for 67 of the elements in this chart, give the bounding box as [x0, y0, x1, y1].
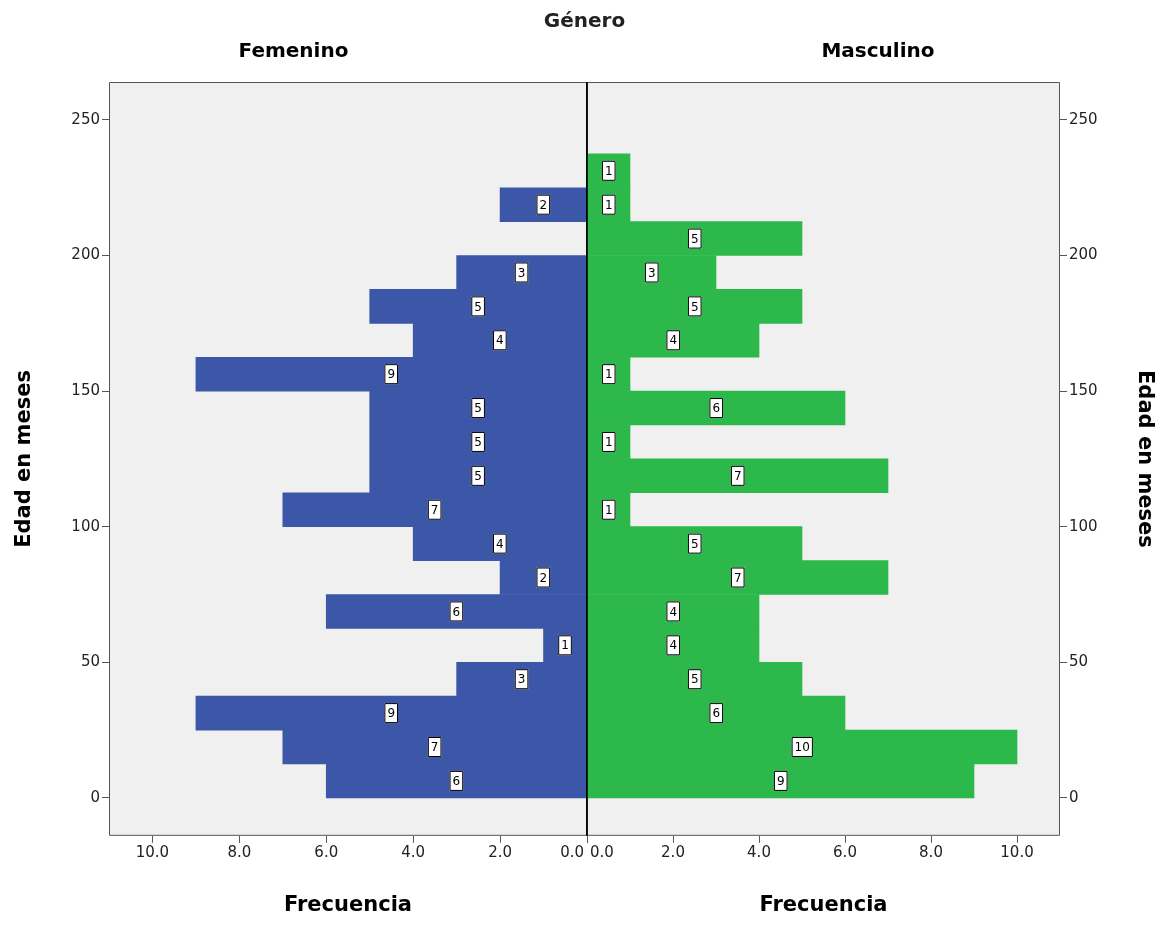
data-label: 4 — [496, 333, 504, 348]
y-tick-label: 50 — [1069, 652, 1089, 671]
x-tick-label: 6.0 — [833, 843, 857, 862]
data-label: 5 — [474, 401, 482, 416]
x-tick-label: 6.0 — [314, 843, 339, 862]
y-tick-label: 50 — [80, 652, 100, 671]
x-tick-label: 8.0 — [919, 843, 943, 862]
data-label: 5 — [474, 435, 482, 450]
data-label: 9 — [387, 367, 396, 382]
data-label: 1 — [604, 367, 613, 382]
data-label: 2 — [539, 570, 548, 585]
x-tick-label: 10.0 — [135, 843, 170, 862]
data-label: 9 — [387, 706, 396, 721]
y-tick-label: 100 — [1069, 516, 1098, 535]
data-label: 7 — [733, 570, 742, 585]
data-label: 5 — [690, 299, 699, 314]
chart-title: Género — [542, 8, 627, 32]
x-tick-label: 4.0 — [747, 843, 771, 862]
data-label: 5 — [690, 536, 699, 551]
data-label: 7 — [430, 502, 439, 517]
y-axis-title: Edad en meses — [1133, 370, 1158, 548]
y-tick-label: 150 — [71, 381, 100, 399]
data-label: 5 — [690, 672, 699, 687]
y-tick-label: 200 — [1069, 245, 1098, 264]
x-tick-label: 8.0 — [227, 843, 252, 862]
x-tick-label: 4.0 — [401, 843, 426, 862]
data-label: 1 — [604, 163, 613, 178]
data-label: 6 — [452, 774, 461, 789]
x-tick-label: 0.0 — [590, 843, 614, 862]
chart-subtitle: Femenino — [238, 38, 349, 63]
data-label: 1 — [604, 435, 613, 450]
data-label: 5 — [474, 299, 482, 314]
data-label: 7 — [733, 468, 742, 483]
x-tick-label: 2.0 — [488, 843, 513, 862]
data-label: 10 — [794, 740, 810, 755]
data-label: 3 — [517, 672, 526, 687]
data-label: 1 — [561, 638, 569, 653]
data-label: 5 — [690, 231, 699, 246]
y-tick-label: 0 — [90, 787, 100, 806]
data-label: 3 — [517, 265, 526, 280]
data-label: 6 — [712, 706, 721, 721]
x-tick-label: 10.0 — [1000, 843, 1034, 862]
data-label: 4 — [669, 333, 678, 348]
y-tick-label: 250 — [1069, 109, 1098, 128]
y-tick-label: 200 — [71, 245, 100, 264]
y-tick-label: 0 — [1069, 787, 1079, 806]
data-label: 3 — [647, 265, 656, 280]
x-tick-label: 0.0 — [560, 843, 584, 862]
data-label: 6 — [452, 604, 461, 619]
x-tick-label: 2.0 — [661, 843, 685, 862]
y-tick-label: 150 — [1069, 381, 1098, 399]
data-label: 1 — [604, 502, 613, 517]
data-label: 2 — [539, 197, 548, 212]
data-label: 4 — [669, 604, 678, 619]
data-label: 5 — [474, 468, 482, 483]
y-tick-label: 250 — [71, 109, 100, 128]
x-axis-title: Frecuencia — [759, 891, 888, 916]
data-label: 4 — [669, 638, 678, 653]
data-label: 1 — [604, 197, 613, 212]
data-label: 7 — [430, 740, 439, 755]
y-axis-title: Edad en meses — [11, 370, 36, 548]
data-label: 9 — [776, 774, 785, 789]
chart-subtitle: Masculino — [821, 38, 935, 63]
x-axis-title: Frecuencia — [283, 891, 413, 916]
data-label: 6 — [712, 401, 721, 416]
data-label: 4 — [496, 536, 504, 551]
y-tick-label: 100 — [71, 516, 100, 535]
